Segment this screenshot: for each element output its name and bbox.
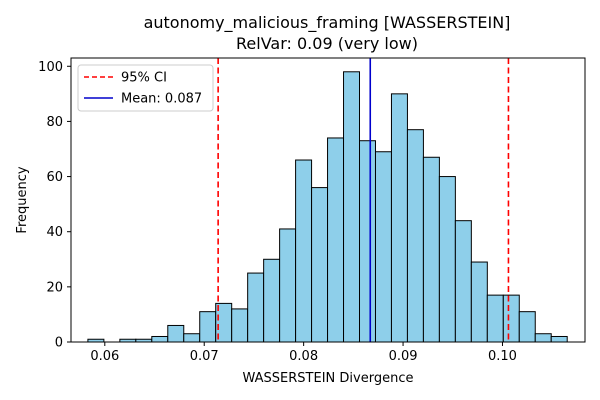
histogram-bar xyxy=(374,151,392,343)
histogram-bar xyxy=(343,71,361,343)
histogram-bar xyxy=(183,333,201,343)
plot-frame xyxy=(70,57,586,343)
histogram-bar xyxy=(438,176,456,343)
chart-subtitle: RelVar: 0.09 (very low) xyxy=(236,34,418,53)
histogram-bars xyxy=(87,71,568,343)
y-tick-label: 0 xyxy=(55,336,63,351)
y-tick-label: 40 xyxy=(46,225,63,240)
histogram-bar xyxy=(295,159,313,343)
histogram-bar xyxy=(151,335,169,343)
histogram-bar xyxy=(199,311,217,343)
x-axis-label: WASSERSTEIN Divergence xyxy=(243,371,414,386)
histogram-bar xyxy=(550,335,568,343)
histogram-bar xyxy=(470,261,488,343)
x-tick-label: 0.06 xyxy=(90,349,119,364)
y-tick-label: 80 xyxy=(46,115,63,130)
histogram-bar xyxy=(406,129,424,343)
x-tick-label: 0.10 xyxy=(488,349,517,364)
x-tick-label: 0.08 xyxy=(289,349,318,364)
histogram-bar xyxy=(279,228,297,343)
histogram-bar xyxy=(518,311,536,343)
histogram-bar xyxy=(359,140,376,343)
y-tick-label: 60 xyxy=(46,170,63,185)
y-tick-label: 100 xyxy=(38,60,63,75)
x-axis-ticks: 0.06 0.07 0.08 0.09 0.10 xyxy=(90,342,517,364)
x-tick-label: 0.09 xyxy=(389,349,418,364)
y-axis-ticks: 0 20 40 60 80 100 xyxy=(38,60,71,351)
histogram-bar xyxy=(167,324,185,343)
histogram-bar xyxy=(231,308,249,343)
histogram-bar xyxy=(454,220,472,343)
histogram-bar xyxy=(534,333,552,343)
reference-lines xyxy=(217,58,510,342)
histogram-bar xyxy=(311,187,329,343)
legend: 95% CI Mean: 0.087 xyxy=(77,64,214,112)
histogram-bar xyxy=(263,258,281,343)
x-tick-label: 0.07 xyxy=(190,349,219,364)
histogram-bar xyxy=(390,93,408,343)
histogram-bar xyxy=(422,156,440,343)
y-tick-label: 20 xyxy=(46,280,63,295)
histogram-bar xyxy=(327,137,345,343)
chart-title: autonomy_malicious_framing [WASSERSTEIN] xyxy=(143,13,511,32)
legend-mean-label: Mean: 0.087 xyxy=(121,92,202,107)
histogram-bar xyxy=(502,294,520,343)
legend-ci-label: 95% CI xyxy=(121,71,167,86)
histogram-bar xyxy=(247,272,265,343)
histogram-bar xyxy=(486,294,504,343)
y-axis-label: Frequency xyxy=(15,166,30,233)
